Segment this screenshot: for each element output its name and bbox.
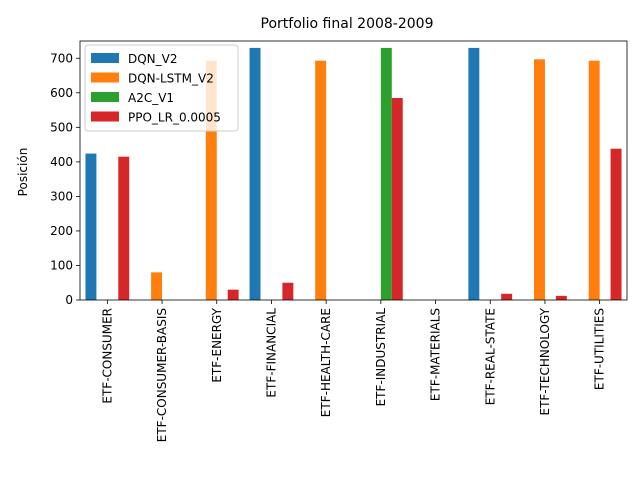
bar-dqn-v2 [249,47,261,301]
y-tick-label: 700 [50,51,73,65]
legend-label: PPO_LR_0.0005 [128,111,221,125]
bar-ppo-lr-0-0005 [282,282,294,300]
bar-dqn-lstm-v2 [205,60,217,301]
y-tick-label: 300 [50,189,73,203]
bar-a2c-v1 [380,47,392,301]
plot-frame [79,40,628,301]
bar-ppo-lr-0-0005 [391,97,403,300]
legend-box [84,44,239,132]
y-tick-label: 600 [50,86,73,100]
x-tick-label: ETF-ENERGY [210,307,224,382]
bar-ppo-lr-0-0005 [227,289,239,300]
legend: DQN_V2 DQN-LSTM_V2 A2C_V1 PPO_LR_0.0005 [84,44,239,132]
bar-dqn-lstm-v2 [151,272,163,300]
legend-swatch [91,72,119,83]
y-tick-label: 100 [50,258,73,272]
bar-ppo-lr-0-0005 [555,295,567,300]
x-tick-label: ETF-UTILITIES [593,308,607,390]
bar-dqn-v2 [85,153,97,300]
legend-swatch [91,53,119,63]
bar-dqn-lstm-v2 [588,60,600,301]
bar-dqn-lstm-v2 [534,59,545,300]
y-axis: 0 100 200 300 400 500 600 700 [50,51,80,307]
x-tick-label: ETF-INDUSTRIAL [374,308,388,407]
x-tick-label: ETF-MATERIALS [429,308,443,401]
x-tick-label: ETF-REAL-STATE [483,308,497,405]
legend-swatch [91,111,119,122]
legend-swatch [91,92,119,102]
y-axis-label: Posición [16,148,30,197]
x-tick-label: ETF-FINANCIAL [264,308,278,398]
x-axis: ETF-CONSUMER ETF-CONSUMER-BASIS ETF-ENERGY… [100,300,607,442]
bar-ppo-lr-0-0005 [118,156,130,300]
y-tick-label: 200 [50,224,73,238]
legend-label: DQN-LSTM_V2 [128,72,214,86]
x-tick-label: ETF-TECHNOLOGY [538,307,552,415]
bar-dqn-lstm-v2 [315,60,327,301]
legend-label: A2C_V1 [128,91,174,105]
x-tick-label: ETF-CONSUMER [100,308,114,404]
y-tick-label: 0 [65,293,73,307]
bar-ppo-lr-0-0005 [501,293,513,300]
bar-ppo-lr-0-0005 [610,148,622,300]
bar-dqn-v2 [468,47,480,301]
bars-group [85,47,622,301]
legend-label: DQN_V2 [128,52,178,66]
chart-title: Portfolio final 2008-2009 [261,16,434,32]
x-tick-label: ETF-CONSUMER-BASIS [155,308,169,442]
y-tick-label: 400 [50,155,73,169]
x-tick-label: ETF-HEALTH-CARE [319,308,333,417]
y-tick-label: 500 [50,120,73,134]
